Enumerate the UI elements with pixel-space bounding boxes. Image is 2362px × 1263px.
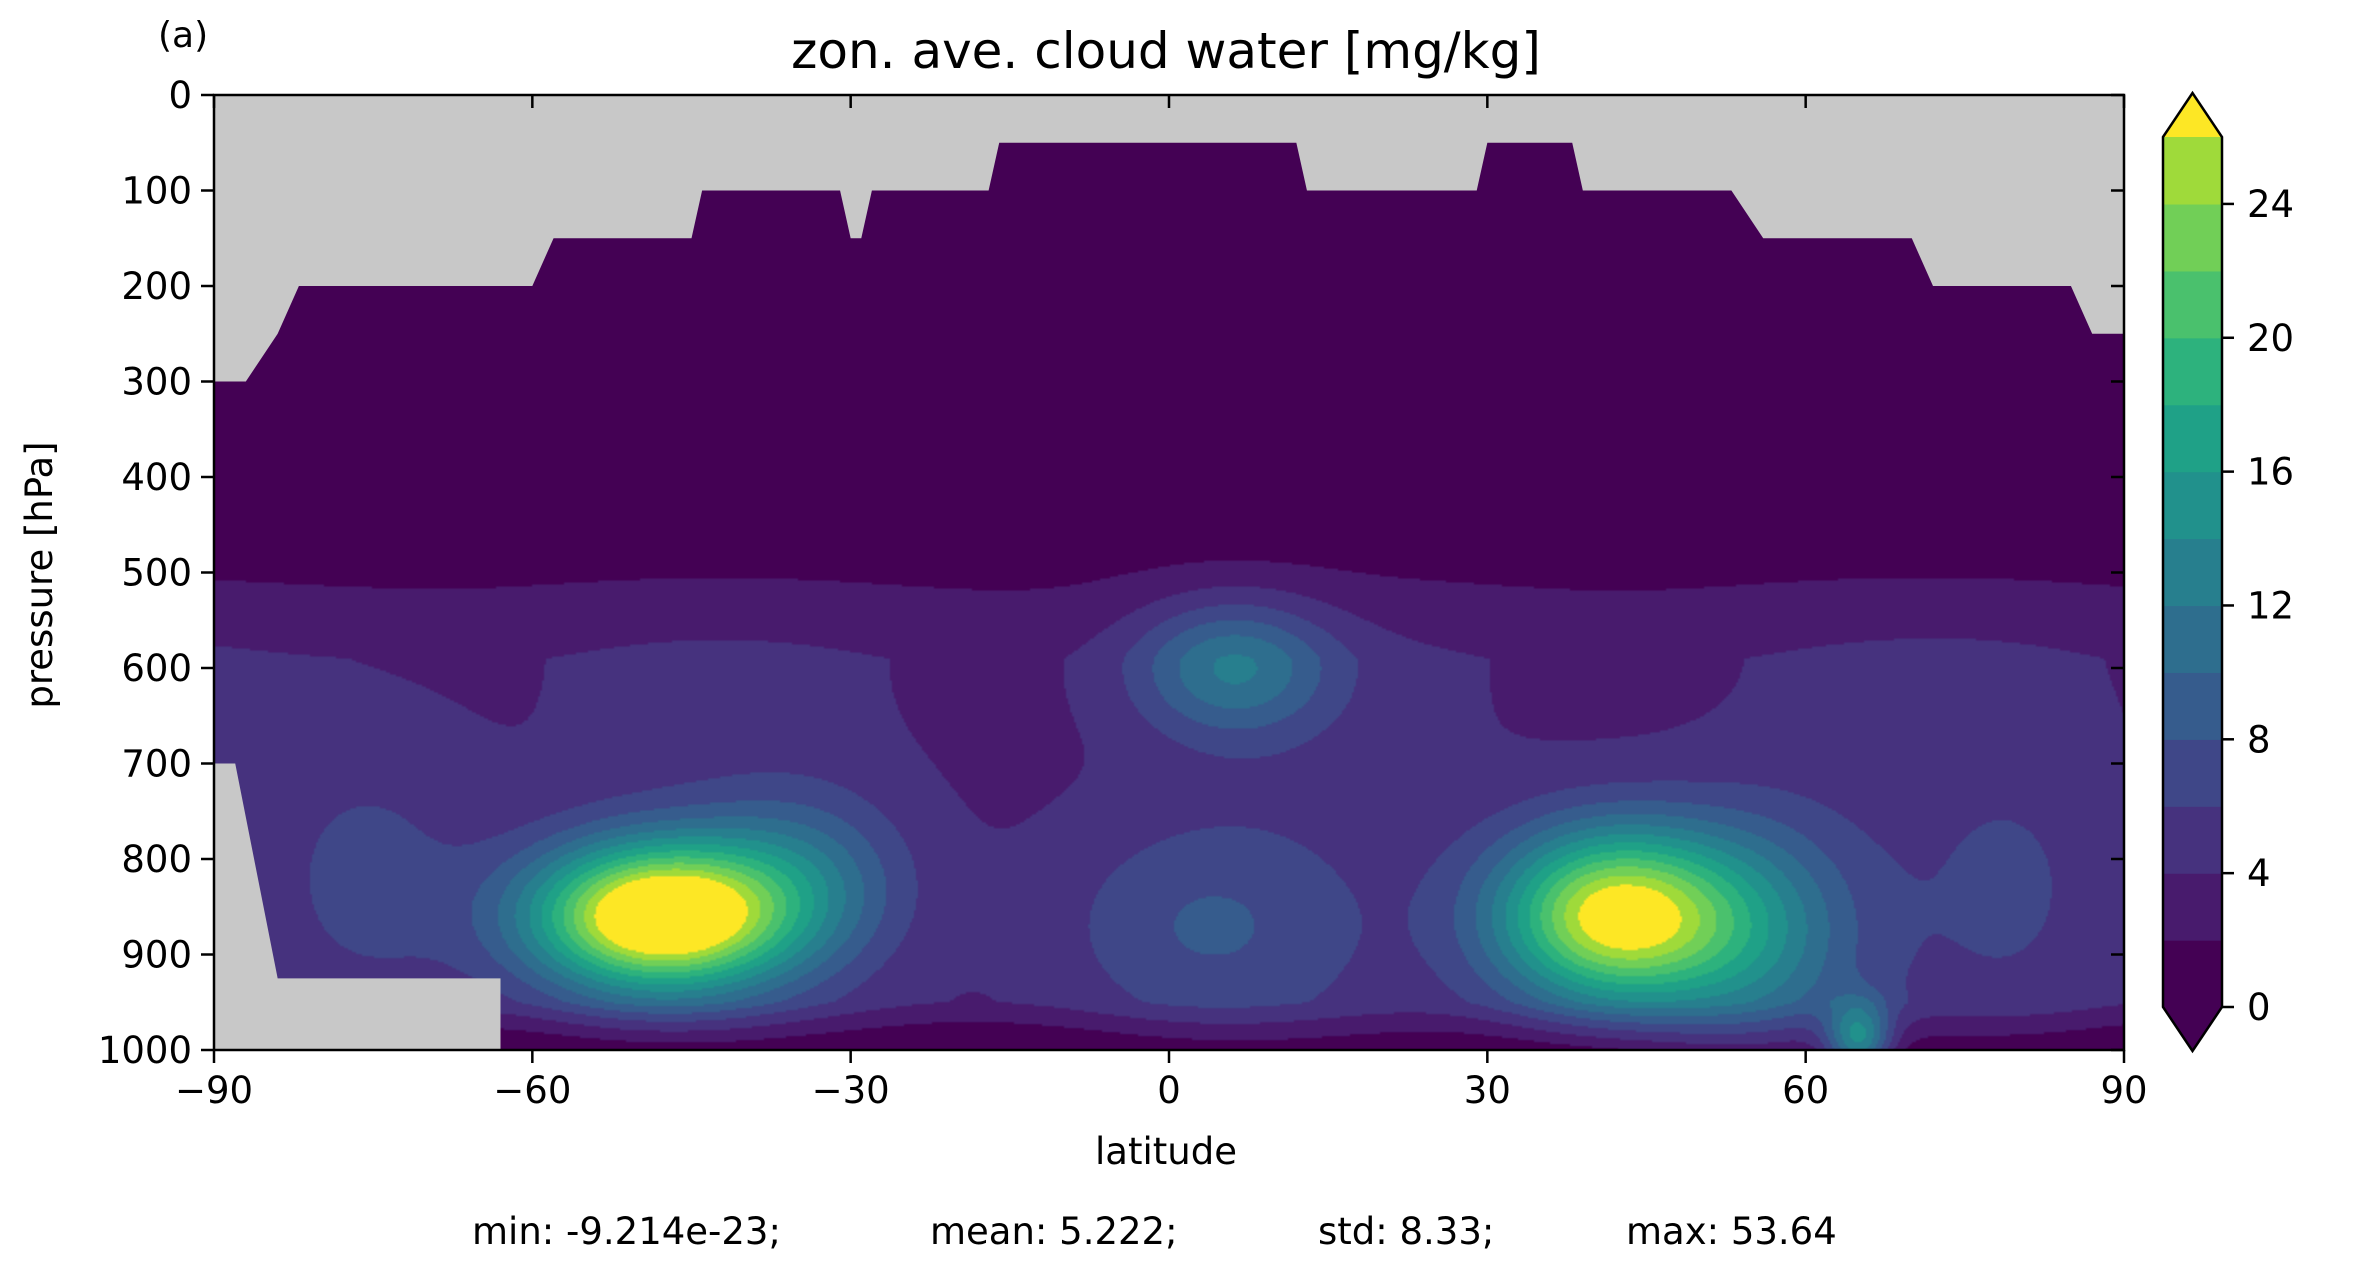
y-tick-label: 200 bbox=[121, 265, 192, 308]
colorbar-tick-label: 24 bbox=[2247, 183, 2294, 226]
x-axis: −90 −60 −30 0 30 60 90 bbox=[175, 95, 2148, 1112]
missing-data-top bbox=[214, 95, 2124, 382]
y-tick-label: 900 bbox=[121, 934, 192, 977]
colorbar-segment bbox=[2163, 203, 2222, 272]
y-tick-label: 300 bbox=[121, 361, 192, 404]
y-tick-label: 600 bbox=[121, 647, 192, 690]
colorbar-extend-min bbox=[2163, 1007, 2222, 1051]
x-axis-label: latitude bbox=[1095, 1130, 1237, 1173]
colorbar-segment bbox=[2163, 270, 2222, 339]
y-tick-label: 400 bbox=[121, 456, 192, 499]
stat-max: max: 53.64 bbox=[1626, 1210, 1837, 1253]
colorbar-tick-label: 12 bbox=[2247, 584, 2294, 627]
colorbar-segment bbox=[2163, 404, 2222, 473]
chart-title: zon. ave. cloud water [mg/kg] bbox=[791, 22, 1541, 80]
colorbar-segment bbox=[2163, 337, 2222, 406]
colorbar-extend-max bbox=[2163, 93, 2222, 137]
x-tick-label: −60 bbox=[493, 1069, 571, 1112]
colorbar-segment bbox=[2163, 605, 2222, 673]
x-tick-label: −90 bbox=[175, 1069, 253, 1112]
y-tick-label: 800 bbox=[121, 838, 192, 881]
y-axis: 0 100 200 300 400 500 600 700 800 900 1000 bbox=[98, 74, 2124, 1072]
y-tick-label: 500 bbox=[121, 552, 192, 595]
colorbar-segment bbox=[2163, 137, 2222, 205]
colorbar-segment bbox=[2163, 739, 2222, 807]
colorbar-tick-label: 16 bbox=[2247, 451, 2294, 494]
x-tick-label: −30 bbox=[812, 1069, 890, 1112]
colorbar-segment bbox=[2163, 471, 2222, 540]
y-tick-label: 0 bbox=[168, 74, 192, 117]
y-tick-label: 700 bbox=[121, 743, 192, 786]
panel-label: (a) bbox=[158, 15, 208, 56]
x-tick-label: 90 bbox=[2100, 1069, 2147, 1112]
colorbar: 0 4 8 12 16 20 24 bbox=[2161, 90, 2294, 1054]
colorbar-segment bbox=[2163, 940, 2222, 1008]
colorbar-tick-label: 8 bbox=[2247, 718, 2271, 761]
missing-data-bottom-left bbox=[214, 763, 501, 1050]
colorbar-segment bbox=[2163, 672, 2222, 740]
y-tick-label: 1000 bbox=[98, 1029, 192, 1072]
colorbar-segment bbox=[2163, 873, 2222, 941]
colorbar-tick-label: 0 bbox=[2247, 986, 2271, 1029]
stat-mean: mean: 5.222; bbox=[930, 1210, 1178, 1253]
x-tick-label: 60 bbox=[1782, 1069, 1829, 1112]
colorbar-tick-label: 4 bbox=[2247, 852, 2271, 895]
stat-std: std: 8.33; bbox=[1318, 1210, 1494, 1253]
x-tick-label: 30 bbox=[1464, 1069, 1511, 1112]
colorbar-tick-label: 20 bbox=[2247, 317, 2294, 360]
y-axis-label: pressure [hPa] bbox=[18, 441, 61, 708]
colorbar-segment bbox=[2163, 538, 2222, 607]
stat-min: min: -9.214e-23; bbox=[472, 1210, 781, 1253]
x-tick-label: 0 bbox=[1157, 1069, 1181, 1112]
colorbar-segment bbox=[2163, 806, 2222, 874]
plot-area bbox=[212, 93, 2126, 1052]
y-tick-label: 100 bbox=[121, 170, 192, 213]
